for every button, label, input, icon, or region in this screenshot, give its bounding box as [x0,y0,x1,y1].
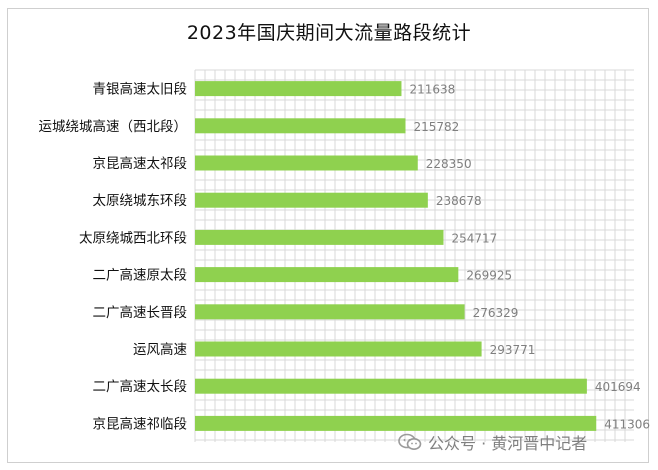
bar [195,118,406,134]
data-label: 401694 [595,380,641,394]
bar [195,81,402,97]
data-label: 215782 [414,120,460,134]
data-label: 411306 [604,417,650,431]
watermark-text: 公众号 · 黄河晋中记者 [428,434,588,453]
category-label: 运风高速 [133,341,187,358]
bar [195,304,465,320]
data-label: 276329 [473,306,519,320]
category-label: 京昆高速祁临段 [93,415,188,432]
bar [195,378,587,394]
data-label: 293771 [490,343,536,357]
data-label: 254717 [451,231,497,245]
category-label: 太原绕城西北环段 [79,230,187,246]
bar [195,229,444,245]
category-label: 二广高速原太段 [93,267,188,284]
bar [195,415,597,431]
data-label: 211638 [409,83,455,97]
bar [195,341,482,357]
category-label: 太原绕城东环段 [93,193,188,209]
category-label: 二广高速长晋段 [93,304,188,321]
data-label: 228350 [426,157,472,171]
wechat-icon [398,433,422,450]
data-label: 238678 [436,194,482,208]
category-label: 京昆高速太祁段 [93,155,188,172]
bar [195,192,428,208]
bar [195,155,418,171]
category-label: 青银高速太旧段 [93,81,188,98]
watermark: 公众号 · 黄河晋中记者 [398,430,587,454]
category-label: 二广高速太长段 [93,378,188,395]
data-label: 269925 [466,269,512,283]
chart-title: 2023年国庆期间大流量路段统计 [186,22,472,44]
bar [195,267,459,283]
category-label: 运城绕城高速（西北段） [39,118,188,135]
